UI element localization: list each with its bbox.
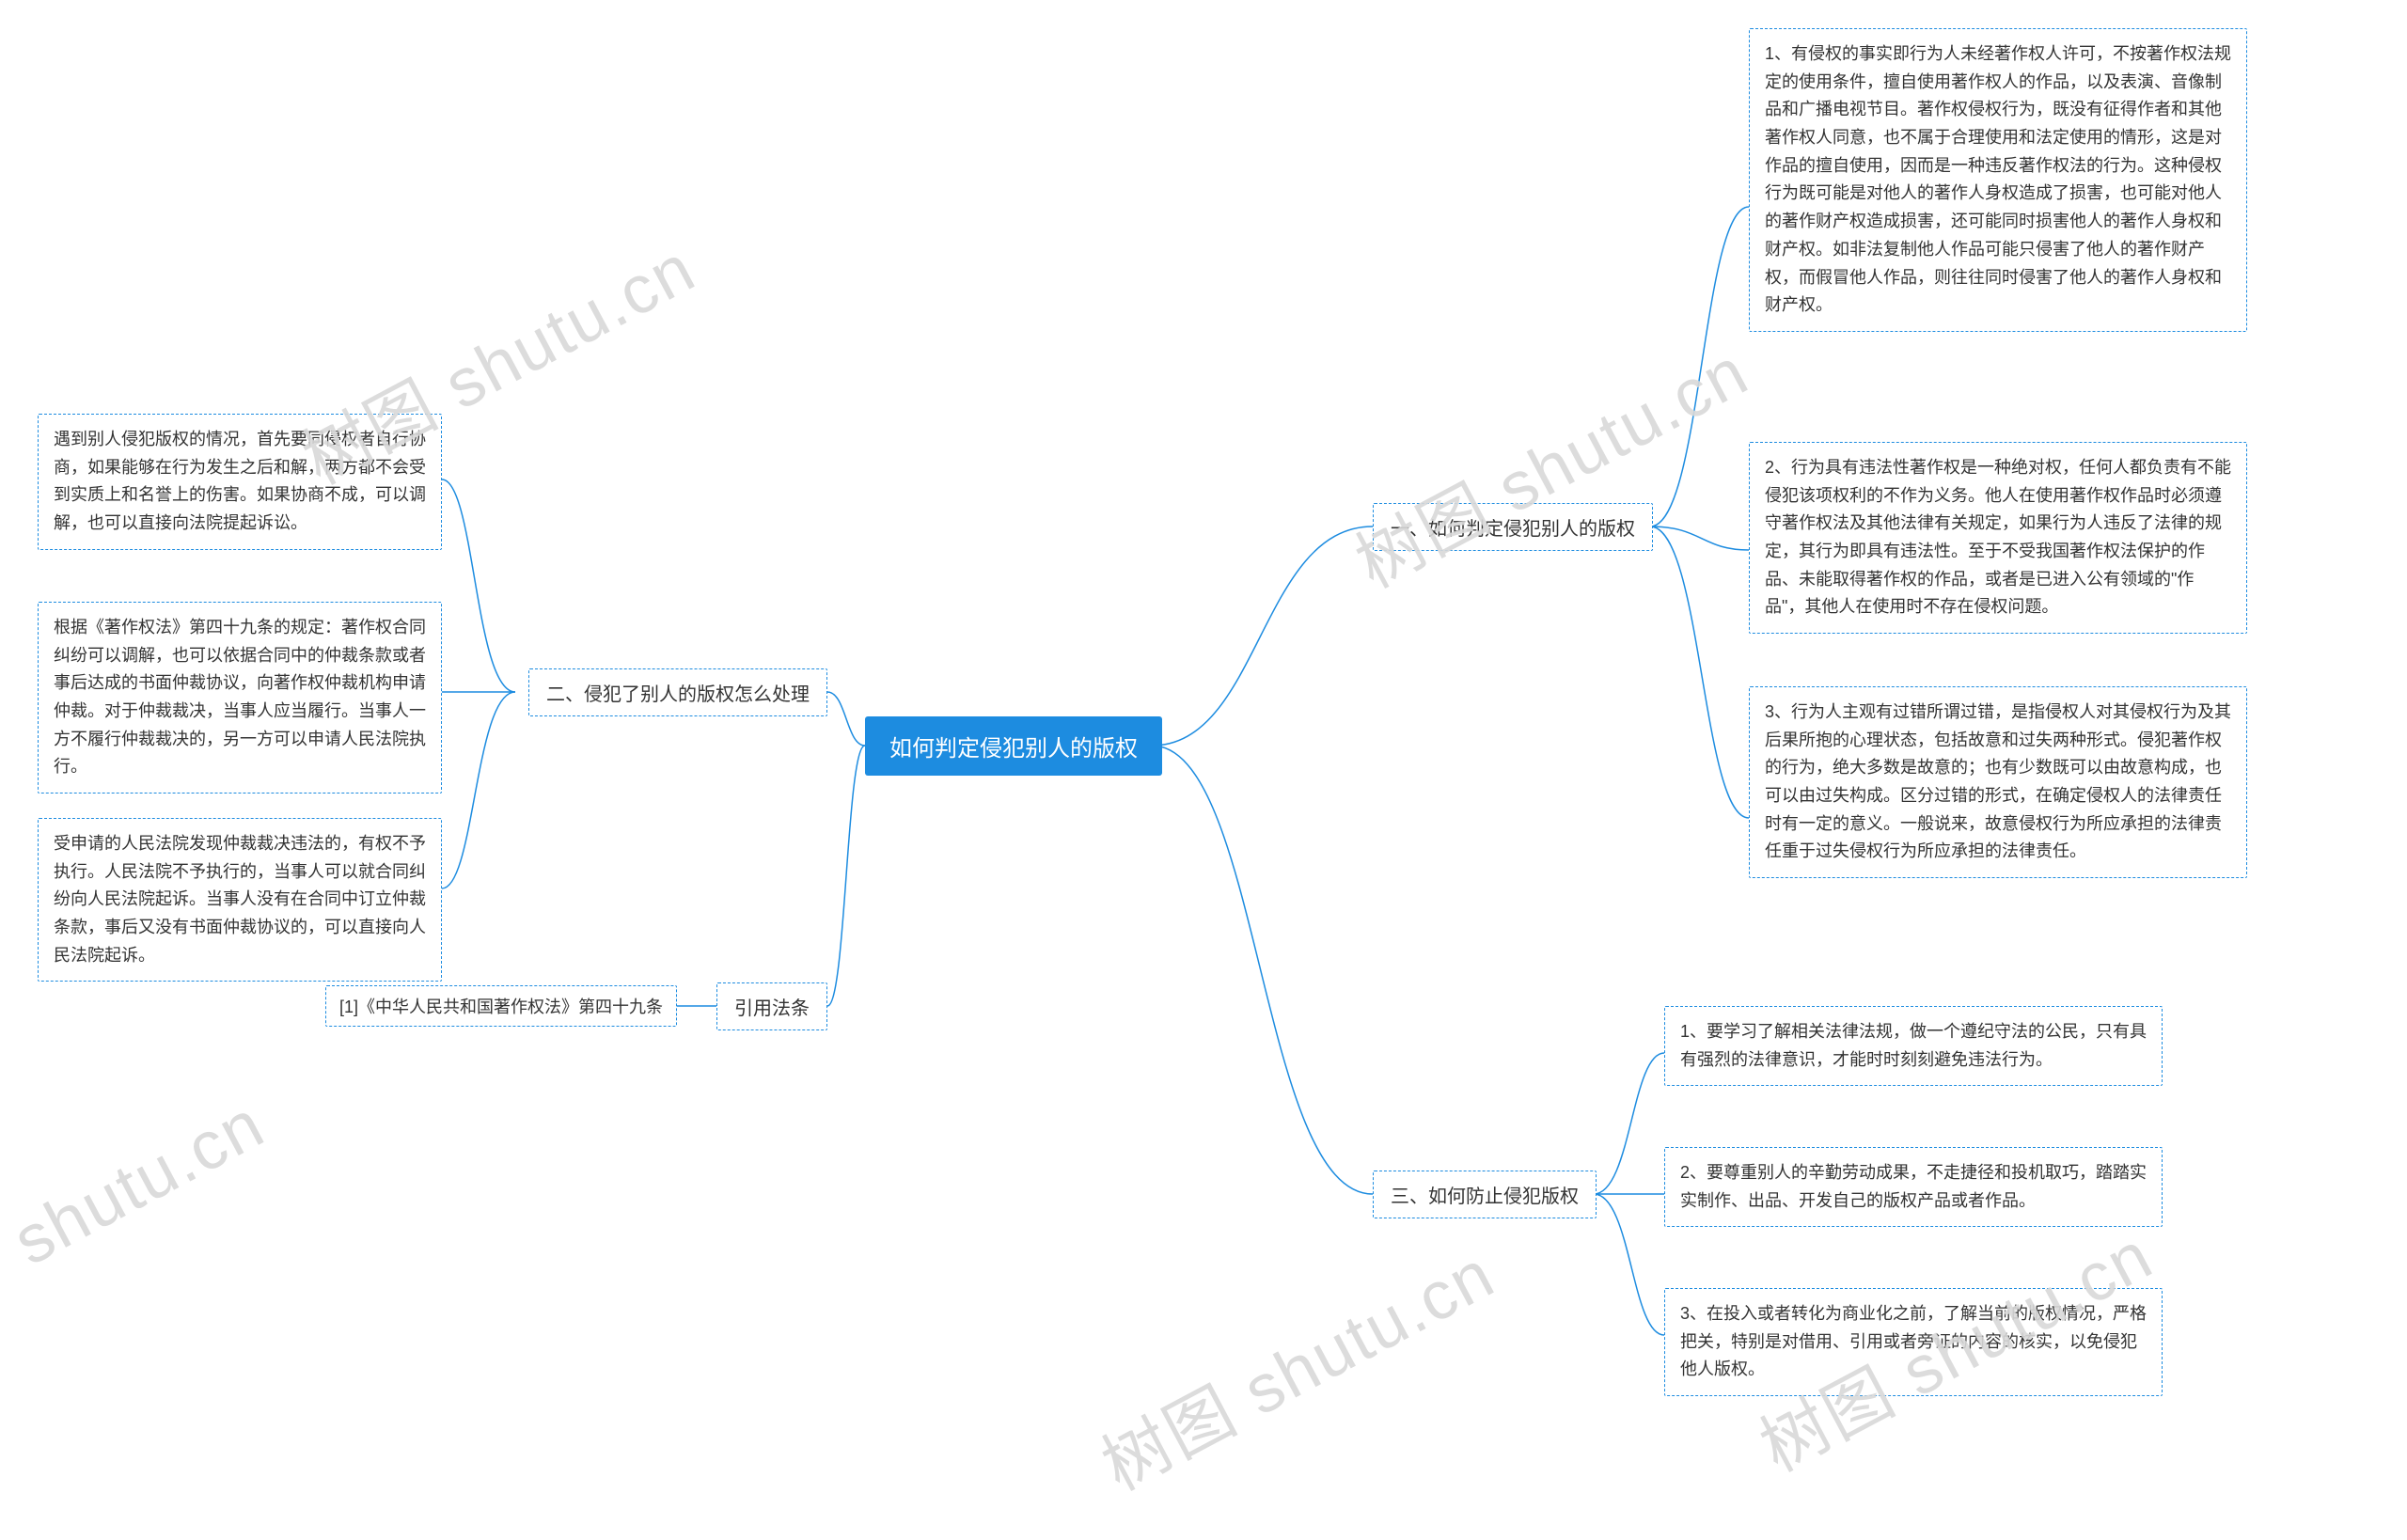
leaf-r3-3: 3、在投入或者转化为商业化之前，了解当前的版权情况，严格把关，特别是对借用、引用…: [1664, 1288, 2163, 1396]
leaf-r3-3-text: 3、在投入或者转化为商业化之前，了解当前的版权情况，严格把关，特别是对借用、引用…: [1680, 1304, 2147, 1378]
leaf-r1-1: 1、有侵权的事实即行为人未经著作权人许可，不按著作权法规定的使用条件，擅自使用著…: [1749, 28, 2247, 332]
watermark-4: 树图 shutu.cn: [1082, 1219, 1509, 1509]
leaf-r3-1: 1、要学习了解相关法律法规，做一个遵纪守法的公民，只有具有强烈的法律意识，才能时…: [1664, 1006, 2163, 1086]
leaf-r1-3: 3、行为人主观有过错所谓过错，是指侵权人对其侵权行为及其后果所抱的心理状态，包括…: [1749, 686, 2247, 878]
branch-r3: 三、如何防止侵犯版权: [1373, 1171, 1597, 1218]
branch-r1-label: 一、如何判定侵犯别人的版权: [1391, 519, 1635, 540]
leaf-r3-2: 2、要尊重别人的辛勤劳动成果，不走捷径和投机取巧，踏踏实实制作、出品、开发自己的…: [1664, 1147, 2163, 1227]
watermark-2: 树图 shutu.cn: [1336, 317, 1763, 606]
leaf-l4-1: [1]《中华人民共和国著作权法》第四十九条: [325, 985, 677, 1027]
watermark-3: shutu.cn: [2, 1085, 277, 1281]
leaf-l2-3-text: 受申请的人民法院发现仲裁裁决违法的，有权不予执行。人民法院不予执行的，当事人可以…: [54, 834, 426, 965]
branch-l4-label: 引用法条: [734, 998, 810, 1019]
root-label: 如何判定侵犯别人的版权: [889, 736, 1138, 762]
leaf-r1-2: 2、行为具有违法性著作权是一种绝对权，任何人都负责有不能侵犯该项权利的不作为义务…: [1749, 442, 2247, 634]
leaf-l2-2-text: 根据《著作权法》第四十九条的规定：著作权合同纠纷可以调解，也可以依据合同中的仲裁…: [54, 618, 426, 776]
branch-r1: 一、如何判定侵犯别人的版权: [1373, 503, 1653, 551]
branch-r3-label: 三、如何防止侵犯版权: [1391, 1186, 1579, 1207]
leaf-r3-1-text: 1、要学习了解相关法律法规，做一个遵纪守法的公民，只有具有强烈的法律意识，才能时…: [1680, 1022, 2147, 1069]
leaf-l2-1-text: 遇到别人侵犯版权的情况，首先要同侵权者自行协商，如果能够在行为发生之后和解，两方…: [54, 430, 426, 532]
branch-l2-label: 二、侵犯了别人的版权怎么处理: [546, 684, 810, 705]
leaf-l2-2: 根据《著作权法》第四十九条的规定：著作权合同纠纷可以调解，也可以依据合同中的仲裁…: [38, 602, 442, 794]
branch-l2: 二、侵犯了别人的版权怎么处理: [528, 668, 827, 716]
leaf-r1-1-text: 1、有侵权的事实即行为人未经著作权人许可，不按著作权法规定的使用条件，擅自使用著…: [1765, 44, 2231, 314]
leaf-r1-2-text: 2、行为具有违法性著作权是一种绝对权，任何人都负责有不能侵犯该项权利的不作为义务…: [1765, 458, 2231, 616]
branch-l4: 引用法条: [716, 982, 827, 1030]
leaf-r1-3-text: 3、行为人主观有过错所谓过错，是指侵权人对其侵权行为及其后果所抱的心理状态，包括…: [1765, 702, 2231, 860]
leaf-l2-3: 受申请的人民法院发现仲裁裁决违法的，有权不予执行。人民法院不予执行的，当事人可以…: [38, 818, 442, 982]
leaf-l2-1: 遇到别人侵犯版权的情况，首先要同侵权者自行协商，如果能够在行为发生之后和解，两方…: [38, 414, 442, 550]
leaf-r3-2-text: 2、要尊重别人的辛勤劳动成果，不走捷径和投机取巧，踏踏实实制作、出品、开发自己的…: [1680, 1163, 2147, 1210]
leaf-l4-1-text: [1]《中华人民共和国著作权法》第四十九条: [339, 998, 663, 1016]
root-node: 如何判定侵犯别人的版权: [865, 716, 1162, 776]
